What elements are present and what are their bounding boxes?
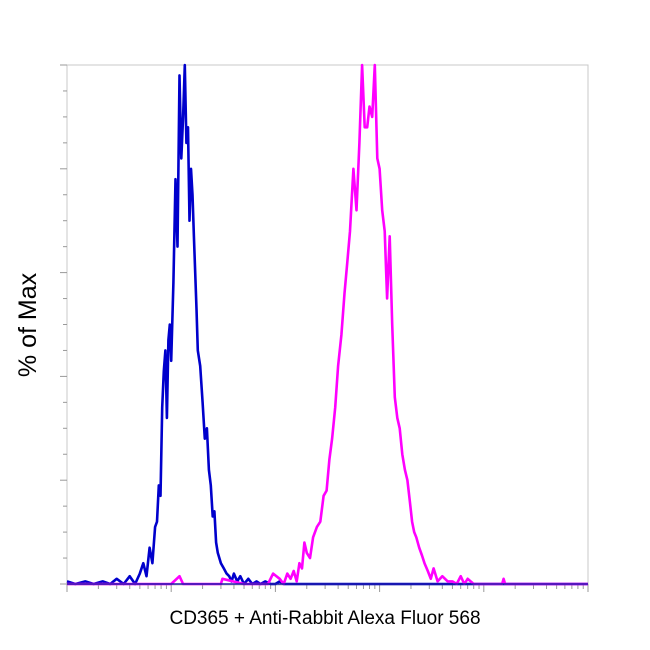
series-line-blue <box>66 63 588 586</box>
y-axis-title: % of Max <box>14 272 42 377</box>
series-line-magenta <box>67 63 588 586</box>
y-axis-ticks <box>60 64 67 585</box>
series-layer <box>66 63 588 586</box>
plot-frame <box>66 64 589 586</box>
x-axis-title: CD365 + Anti-Rabbit Alexa Fluor 568 <box>169 608 480 629</box>
